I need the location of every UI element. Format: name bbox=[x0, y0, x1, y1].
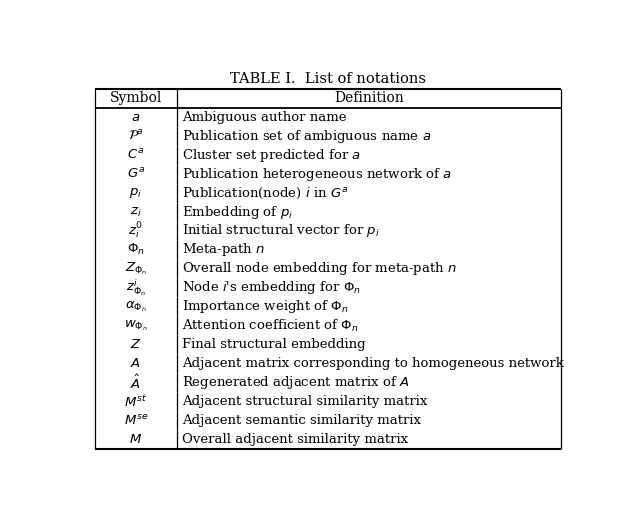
Text: $Z$: $Z$ bbox=[130, 338, 141, 351]
Text: Final structural embedding: Final structural embedding bbox=[182, 338, 365, 351]
Text: Adjacent structural similarity matrix: Adjacent structural similarity matrix bbox=[182, 395, 427, 408]
Text: Initial structural vector for $p_i$: Initial structural vector for $p_i$ bbox=[182, 222, 380, 240]
Text: Definition: Definition bbox=[334, 91, 404, 105]
Text: $p_i$: $p_i$ bbox=[129, 186, 142, 200]
Text: Overall adjacent similarity matrix: Overall adjacent similarity matrix bbox=[182, 433, 408, 446]
Text: $a$: $a$ bbox=[131, 111, 140, 124]
Text: $\Phi_n$: $\Phi_n$ bbox=[127, 242, 145, 258]
Text: Meta-path $n$: Meta-path $n$ bbox=[182, 241, 265, 259]
Text: Ambiguous author name: Ambiguous author name bbox=[182, 111, 346, 124]
Text: $Z_{\Phi_n}$: $Z_{\Phi_n}$ bbox=[125, 261, 147, 277]
Text: $\hat{A}$: $\hat{A}$ bbox=[131, 374, 141, 391]
Text: $\mathcal{P}^a$: $\mathcal{P}^a$ bbox=[128, 129, 144, 143]
Text: TABLE I.  List of notations: TABLE I. List of notations bbox=[230, 73, 426, 86]
Text: Cluster set predicted for $a$: Cluster set predicted for $a$ bbox=[182, 147, 360, 164]
Text: $z_i$: $z_i$ bbox=[130, 205, 141, 219]
Text: Overall node embedding for meta-path $n$: Overall node embedding for meta-path $n$ bbox=[182, 261, 456, 277]
Text: $z_i^0$: $z_i^0$ bbox=[129, 221, 143, 241]
Text: Publication(node) $i$ in $G^a$: Publication(node) $i$ in $G^a$ bbox=[182, 185, 348, 201]
Text: $G^a$: $G^a$ bbox=[127, 167, 145, 181]
Text: $z^i_{\Phi_n}$: $z^i_{\Phi_n}$ bbox=[126, 277, 146, 298]
Text: Publication heterogeneous network of $a$: Publication heterogeneous network of $a$ bbox=[182, 166, 452, 182]
Text: Symbol: Symbol bbox=[109, 91, 162, 105]
Text: $A$: $A$ bbox=[131, 357, 141, 370]
Text: Regenerated adjacent matrix of $A$: Regenerated adjacent matrix of $A$ bbox=[182, 374, 410, 391]
Text: Publication set of ambiguous name $a$: Publication set of ambiguous name $a$ bbox=[182, 128, 431, 145]
Text: $C^a$: $C^a$ bbox=[127, 148, 145, 162]
Text: $M^{se}$: $M^{se}$ bbox=[124, 413, 148, 428]
Text: $M^{st}$: $M^{st}$ bbox=[124, 393, 147, 409]
Text: Importance weight of $\Phi_n$: Importance weight of $\Phi_n$ bbox=[182, 298, 348, 315]
Text: $M$: $M$ bbox=[129, 433, 142, 446]
Text: Attention coefficient of $\Phi_n$: Attention coefficient of $\Phi_n$ bbox=[182, 318, 358, 334]
Text: $w_{\Phi_n}$: $w_{\Phi_n}$ bbox=[124, 318, 148, 333]
Text: Adjacent matrix corresponding to homogeneous network: Adjacent matrix corresponding to homogen… bbox=[182, 357, 564, 370]
Text: Node $i$'s embedding for $\Phi_n$: Node $i$'s embedding for $\Phi_n$ bbox=[182, 280, 360, 296]
Text: $\alpha_{\Phi_n}$: $\alpha_{\Phi_n}$ bbox=[125, 299, 147, 314]
Text: Embedding of $p_i$: Embedding of $p_i$ bbox=[182, 203, 292, 221]
Text: Adjacent semantic similarity matrix: Adjacent semantic similarity matrix bbox=[182, 414, 420, 427]
